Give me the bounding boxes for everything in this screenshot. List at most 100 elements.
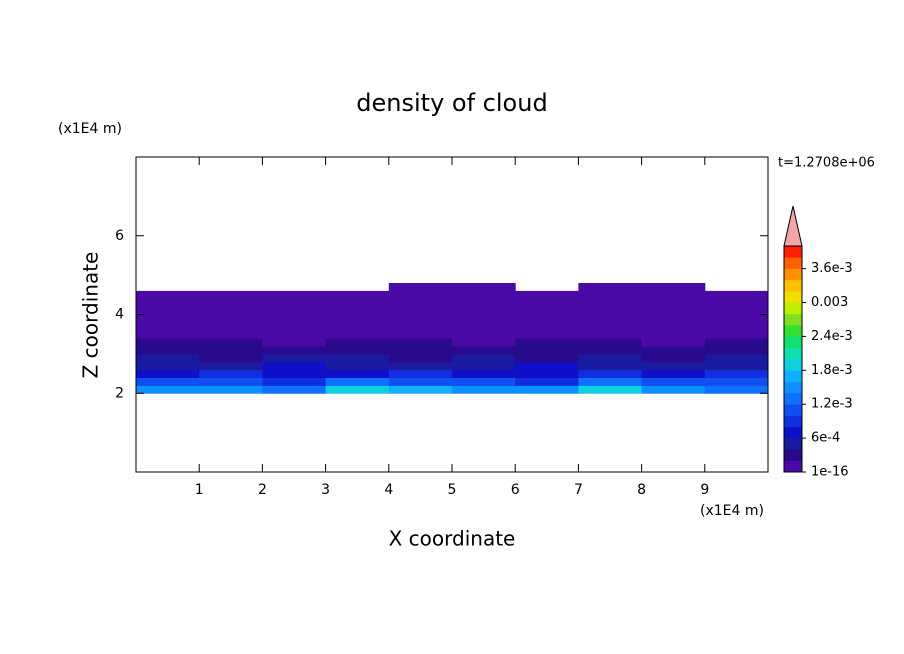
contour-cell xyxy=(452,330,516,339)
x-tick-label: 9 xyxy=(700,482,709,498)
contour-cell xyxy=(136,361,200,371)
contour-cell xyxy=(388,377,453,386)
contour-cell xyxy=(704,377,769,386)
contour-cell xyxy=(578,330,643,339)
x-unit: (x1E4 m) xyxy=(700,503,764,519)
contour-cell xyxy=(325,377,390,386)
contour-cell xyxy=(578,353,643,363)
contour-cell xyxy=(262,369,327,378)
colorbar-band xyxy=(784,370,802,382)
contour-cell xyxy=(388,290,453,300)
colorbar-tick-label: 1.8e-3 xyxy=(811,363,853,378)
contour-cell xyxy=(578,369,643,378)
contour-cell xyxy=(262,298,327,308)
contour-cell xyxy=(641,283,706,292)
contour-cell xyxy=(136,330,200,339)
contour-cell xyxy=(578,314,643,323)
x-axis-label: X coordinate xyxy=(389,527,516,551)
contour-cell xyxy=(704,353,769,363)
contour-cell xyxy=(136,346,200,355)
contour-cell xyxy=(578,298,643,308)
contour-cell xyxy=(641,306,706,315)
contour-cell xyxy=(199,385,263,394)
contour-cell xyxy=(325,330,390,339)
colorbar-band xyxy=(784,291,802,303)
colorbar-band xyxy=(784,325,802,337)
colorbar-band xyxy=(784,426,802,439)
chart-title: density of cloud xyxy=(356,89,547,117)
contour-cell xyxy=(641,290,706,300)
contour-cell xyxy=(388,338,453,347)
time-label: t=1.2708e+06 xyxy=(778,156,875,171)
contour-cell xyxy=(136,298,200,308)
contour-cell xyxy=(515,314,579,323)
contour-cell xyxy=(452,298,516,308)
contour-cell xyxy=(199,314,263,323)
contour-cell xyxy=(199,338,263,347)
contour-cell xyxy=(262,377,327,386)
contour-cell xyxy=(578,338,643,347)
colorbar-band xyxy=(784,347,802,360)
contour-cell xyxy=(704,298,769,308)
contour-cell xyxy=(136,353,200,363)
contour-cell xyxy=(325,346,390,355)
contour-cell xyxy=(199,322,263,331)
x-tick-label: 7 xyxy=(574,482,583,498)
contour-cell xyxy=(515,346,579,355)
contour-cell xyxy=(452,377,516,386)
colorbar-band xyxy=(784,279,802,292)
contour-cell xyxy=(199,346,263,355)
contour-cell xyxy=(388,314,453,323)
x-tick-label: 8 xyxy=(637,482,646,498)
contour-cell xyxy=(641,385,706,394)
contour-cell xyxy=(199,369,263,378)
colorbar-tick-label: 6e-4 xyxy=(811,431,840,446)
contour-cell xyxy=(515,353,579,363)
colorbar-tick-label: 1e-16 xyxy=(811,465,849,480)
contour-cell xyxy=(578,346,643,355)
y-unit: (x1E4 m) xyxy=(58,121,122,137)
contour-cell xyxy=(452,369,516,378)
contour-cell xyxy=(515,369,579,378)
contour-cell xyxy=(704,322,769,331)
colorbar-tick-label: 0.003 xyxy=(811,295,848,310)
contour-cell xyxy=(515,298,579,308)
contour-cell xyxy=(199,330,263,339)
colorbar-band xyxy=(784,359,802,371)
contour-cell xyxy=(388,283,453,292)
contour-cell xyxy=(641,361,706,371)
contour-cell xyxy=(136,314,200,323)
contour-cell xyxy=(262,385,327,394)
y-tick-label: 4 xyxy=(115,307,124,323)
contour-cell xyxy=(388,322,453,331)
x-tick-label: 5 xyxy=(448,482,457,498)
contour-cell xyxy=(325,314,390,323)
x-tick-label: 4 xyxy=(384,482,393,498)
colorbar-tick-label: 2.4e-3 xyxy=(811,329,853,344)
contour-cell xyxy=(515,338,579,347)
colorbar-tick-label: 1.2e-3 xyxy=(811,397,853,412)
x-tick-label: 6 xyxy=(511,482,520,498)
contour-cell xyxy=(199,361,263,371)
contour-cell xyxy=(452,346,516,355)
colorbar-band xyxy=(784,415,802,428)
contour-cell xyxy=(136,322,200,331)
contour-cell xyxy=(704,338,769,347)
contour-cell xyxy=(199,290,263,300)
contour-cell xyxy=(199,306,263,315)
contour-cell xyxy=(578,385,643,394)
contour-cell xyxy=(388,385,453,394)
contour-cell xyxy=(704,385,769,394)
colorbar-band xyxy=(784,404,802,416)
contour-cell xyxy=(388,346,453,355)
contour-cell xyxy=(136,306,200,315)
x-tick-label: 3 xyxy=(321,482,330,498)
contour-cell xyxy=(641,338,706,347)
contour-cell xyxy=(388,298,453,308)
contour-cell xyxy=(641,369,706,378)
colorbar-band xyxy=(784,392,802,405)
contour-cell xyxy=(515,306,579,315)
contour-cell xyxy=(262,322,327,331)
contour-cell xyxy=(325,322,390,331)
